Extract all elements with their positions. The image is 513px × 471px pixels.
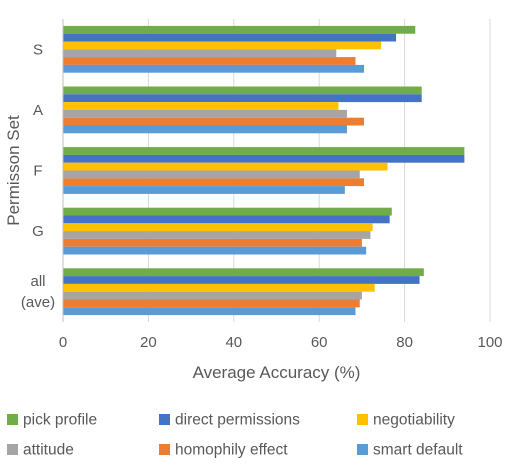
bar bbox=[63, 215, 390, 224]
legend-label: homophily effect bbox=[175, 442, 288, 459]
x-axis-title: Average Accuracy (%) bbox=[193, 363, 361, 382]
bar bbox=[63, 186, 345, 194]
y-tick-label: A bbox=[33, 102, 43, 119]
legend-label: pick profile bbox=[23, 412, 97, 429]
bar bbox=[63, 25, 416, 34]
legend-label: smart default bbox=[373, 442, 463, 459]
bar bbox=[63, 154, 465, 163]
legend-swatch bbox=[7, 444, 18, 455]
x-tick-label: 60 bbox=[311, 334, 328, 351]
x-tick-label: 100 bbox=[477, 334, 502, 351]
bar bbox=[63, 170, 360, 179]
legend-swatch bbox=[7, 414, 18, 425]
bar bbox=[63, 117, 365, 126]
x-tick-label: 0 bbox=[59, 334, 67, 351]
bar bbox=[63, 246, 367, 255]
bar bbox=[63, 86, 422, 95]
legend-swatch bbox=[357, 414, 368, 425]
legend-label: negotiability bbox=[373, 412, 455, 429]
bar bbox=[63, 57, 356, 65]
bar bbox=[63, 238, 362, 247]
legend-label: attitude bbox=[23, 442, 74, 459]
bar bbox=[63, 147, 465, 155]
bar bbox=[63, 223, 373, 232]
bar bbox=[63, 33, 397, 42]
x-tick-labels: 0 20 40 60 80 100 bbox=[59, 334, 503, 351]
legend: pick profile direct permissions negotiabil… bbox=[7, 412, 463, 459]
bar bbox=[63, 299, 360, 308]
y-tick-label: all (ave) bbox=[21, 273, 55, 311]
bar bbox=[63, 178, 365, 187]
x-tick-label: 20 bbox=[140, 334, 157, 351]
bar bbox=[63, 94, 422, 103]
y-tick-label: G bbox=[32, 223, 44, 240]
y-axis-title: Permisson Set bbox=[4, 115, 23, 226]
y-tick-label: F bbox=[33, 163, 42, 180]
bar bbox=[63, 207, 392, 216]
bar bbox=[63, 102, 339, 110]
bar bbox=[63, 307, 356, 316]
bar bbox=[63, 41, 382, 50]
bar bbox=[63, 125, 347, 134]
x-tick-label: 40 bbox=[225, 334, 242, 351]
legend-swatch bbox=[159, 414, 170, 425]
bar bbox=[63, 64, 365, 73]
bar bbox=[63, 231, 371, 239]
bar bbox=[63, 268, 424, 277]
bar bbox=[63, 49, 337, 58]
bar bbox=[63, 283, 375, 292]
bar-series bbox=[63, 25, 465, 316]
bar bbox=[63, 276, 420, 284]
bar bbox=[63, 162, 388, 171]
bar bbox=[63, 109, 347, 118]
legend-swatch bbox=[357, 444, 368, 455]
legend-label: direct permissions bbox=[175, 412, 300, 429]
bar bbox=[63, 291, 362, 300]
x-tick-label: 80 bbox=[396, 334, 413, 351]
legend-swatch bbox=[159, 444, 170, 455]
y-tick-label: S bbox=[33, 41, 43, 58]
